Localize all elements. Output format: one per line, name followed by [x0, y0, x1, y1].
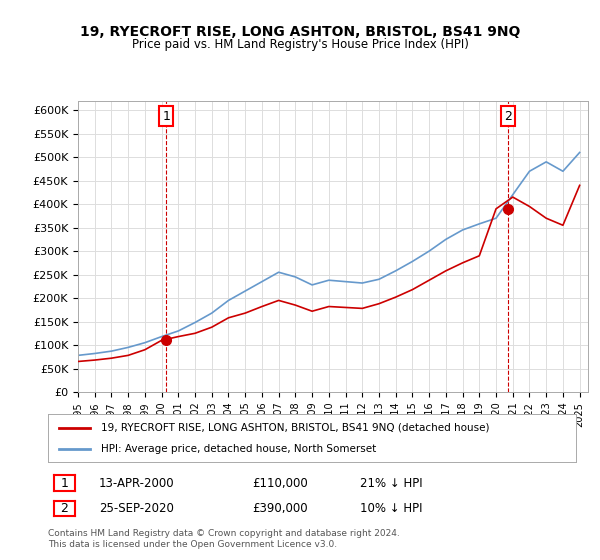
Text: £390,000: £390,000 [252, 502, 308, 515]
Text: 13-APR-2000: 13-APR-2000 [99, 477, 175, 490]
Text: Contains HM Land Registry data © Crown copyright and database right 2024.
This d: Contains HM Land Registry data © Crown c… [48, 529, 400, 549]
Text: 25-SEP-2020: 25-SEP-2020 [99, 502, 174, 515]
Text: 2: 2 [61, 502, 68, 515]
Text: 10% ↓ HPI: 10% ↓ HPI [360, 502, 422, 515]
Text: 1: 1 [163, 110, 170, 123]
Text: 19, RYECROFT RISE, LONG ASHTON, BRISTOL, BS41 9NQ: 19, RYECROFT RISE, LONG ASHTON, BRISTOL,… [80, 25, 520, 39]
Text: HPI: Average price, detached house, North Somerset: HPI: Average price, detached house, Nort… [101, 444, 376, 454]
Text: 21% ↓ HPI: 21% ↓ HPI [360, 477, 422, 490]
Text: Price paid vs. HM Land Registry's House Price Index (HPI): Price paid vs. HM Land Registry's House … [131, 38, 469, 51]
Text: 19, RYECROFT RISE, LONG ASHTON, BRISTOL, BS41 9NQ (detached house): 19, RYECROFT RISE, LONG ASHTON, BRISTOL,… [101, 423, 490, 433]
Text: 2: 2 [505, 110, 512, 123]
Text: £110,000: £110,000 [252, 477, 308, 490]
Text: 1: 1 [61, 477, 68, 490]
